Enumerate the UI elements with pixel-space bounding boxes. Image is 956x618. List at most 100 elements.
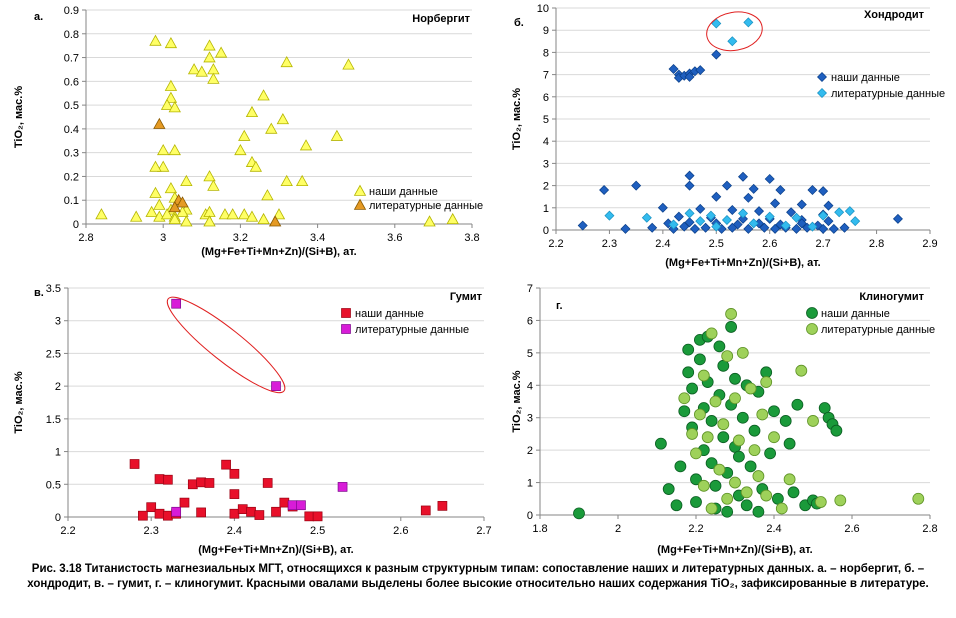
- panel-letter: г.: [556, 300, 563, 312]
- y-tick-label: 6: [543, 92, 549, 104]
- data-point: [271, 506, 281, 517]
- data-point: [818, 186, 829, 197]
- x-tick-label: 2.4: [766, 523, 781, 535]
- y-tick-label: 4: [527, 380, 533, 392]
- legend-marker: [817, 72, 827, 82]
- data-point: [655, 437, 667, 450]
- data-point: [674, 460, 687, 473]
- x-tick-label: 3.8: [464, 232, 479, 244]
- data-point: [154, 508, 165, 519]
- legend-label: литературные данные: [831, 88, 945, 100]
- data-point: [145, 205, 158, 217]
- series-literature-data: [171, 298, 348, 517]
- data-point: [153, 117, 166, 129]
- data-point: [153, 198, 166, 210]
- data-point: [246, 506, 256, 517]
- panel-title: Хондродит: [864, 9, 925, 21]
- data-point: [713, 463, 726, 476]
- x-tick-label: 2.9: [922, 238, 937, 250]
- x-tick-label: 3: [160, 232, 166, 244]
- series-our-data: [573, 321, 843, 520]
- x-tick-label: 2: [615, 523, 621, 535]
- data-point: [697, 369, 710, 382]
- data-point: [743, 17, 754, 28]
- x-tick-label: 2.5: [310, 525, 325, 537]
- y-tick-label: 0.4: [64, 124, 79, 136]
- data-point: [280, 174, 293, 187]
- data-point: [684, 208, 695, 219]
- y-tick-label: 7: [527, 283, 533, 295]
- x-axis-title: (Mg+Fe+Ti+Mn+Zn)/(Si+B), ат.: [201, 246, 357, 258]
- data-point: [764, 211, 775, 222]
- data-point: [690, 496, 702, 508]
- data-point: [271, 381, 281, 391]
- series-literature-data: [153, 117, 282, 227]
- data-point: [218, 208, 232, 220]
- data-point: [783, 437, 796, 450]
- data-point: [764, 447, 776, 460]
- x-tick-label: 2.6: [393, 525, 408, 537]
- legend-label: наши данные: [821, 308, 890, 320]
- data-point: [694, 408, 706, 421]
- y-tick-label: 0.6: [64, 76, 79, 88]
- x-tick-label: 2.3: [144, 525, 159, 537]
- data-point: [686, 428, 698, 440]
- data-point: [717, 418, 730, 431]
- y-tick-label: 6: [527, 315, 533, 327]
- legend-label: литературные данные: [369, 200, 483, 212]
- data-point: [839, 222, 850, 233]
- data-point: [748, 183, 759, 194]
- legend-label: литературные данные: [821, 324, 935, 336]
- data-point: [95, 208, 108, 220]
- y-axis-title: TiO₂, мас.%: [13, 86, 25, 148]
- data-point: [204, 478, 215, 488]
- data-point: [257, 212, 270, 225]
- data-point: [830, 424, 843, 437]
- data-point: [697, 479, 710, 492]
- data-point: [229, 468, 240, 479]
- data-point: [295, 174, 309, 187]
- data-point: [711, 221, 722, 232]
- data-point: [337, 482, 348, 492]
- data-point: [245, 210, 259, 222]
- data-point: [748, 424, 761, 437]
- x-tick-label: 3.6: [387, 232, 402, 244]
- data-point: [727, 36, 738, 47]
- data-point: [705, 327, 718, 340]
- data-point: [157, 160, 170, 172]
- y-tick-label: 3.5: [46, 283, 61, 295]
- data-point: [679, 221, 690, 232]
- x-tick-label: 2.7: [476, 525, 491, 537]
- y-tick-label: 9: [543, 25, 549, 37]
- data-point: [748, 444, 761, 457]
- data-point: [171, 506, 182, 517]
- y-tick-label: 7: [543, 70, 549, 82]
- chart-panel-3: 2.2 2.3 2.4 2.5 2.6 2.7 0 0.5 1 1.5 2 2.5 3 3.5 (Mg+Fe…: [13, 283, 492, 556]
- data-point: [736, 346, 749, 359]
- data-point: [796, 199, 807, 210]
- data-point: [187, 63, 201, 75]
- x-tick-label: 2.6: [762, 238, 777, 250]
- data-point: [695, 216, 706, 227]
- data-point: [657, 202, 668, 213]
- data-point: [823, 200, 834, 211]
- y-tick-label: 3: [55, 316, 61, 328]
- x-tick-label: 2.6: [844, 523, 859, 535]
- data-point: [164, 79, 178, 91]
- data-point: [770, 223, 781, 234]
- data-point: [721, 180, 732, 191]
- data-point: [682, 343, 695, 356]
- y-axis-title: TiO₂, мас.%: [511, 88, 523, 150]
- x-tick-label: 2.2: [688, 523, 703, 535]
- y-tick-label: 5: [543, 114, 549, 126]
- data-point: [721, 505, 734, 518]
- data-point: [768, 431, 780, 444]
- panel-title: Клиногумит: [859, 291, 924, 303]
- data-point: [711, 191, 722, 202]
- data-point: [164, 91, 178, 103]
- data-point: [850, 216, 861, 227]
- data-point: [196, 507, 206, 518]
- data-point: [234, 143, 247, 156]
- data-point: [729, 372, 741, 385]
- data-point: [262, 478, 273, 488]
